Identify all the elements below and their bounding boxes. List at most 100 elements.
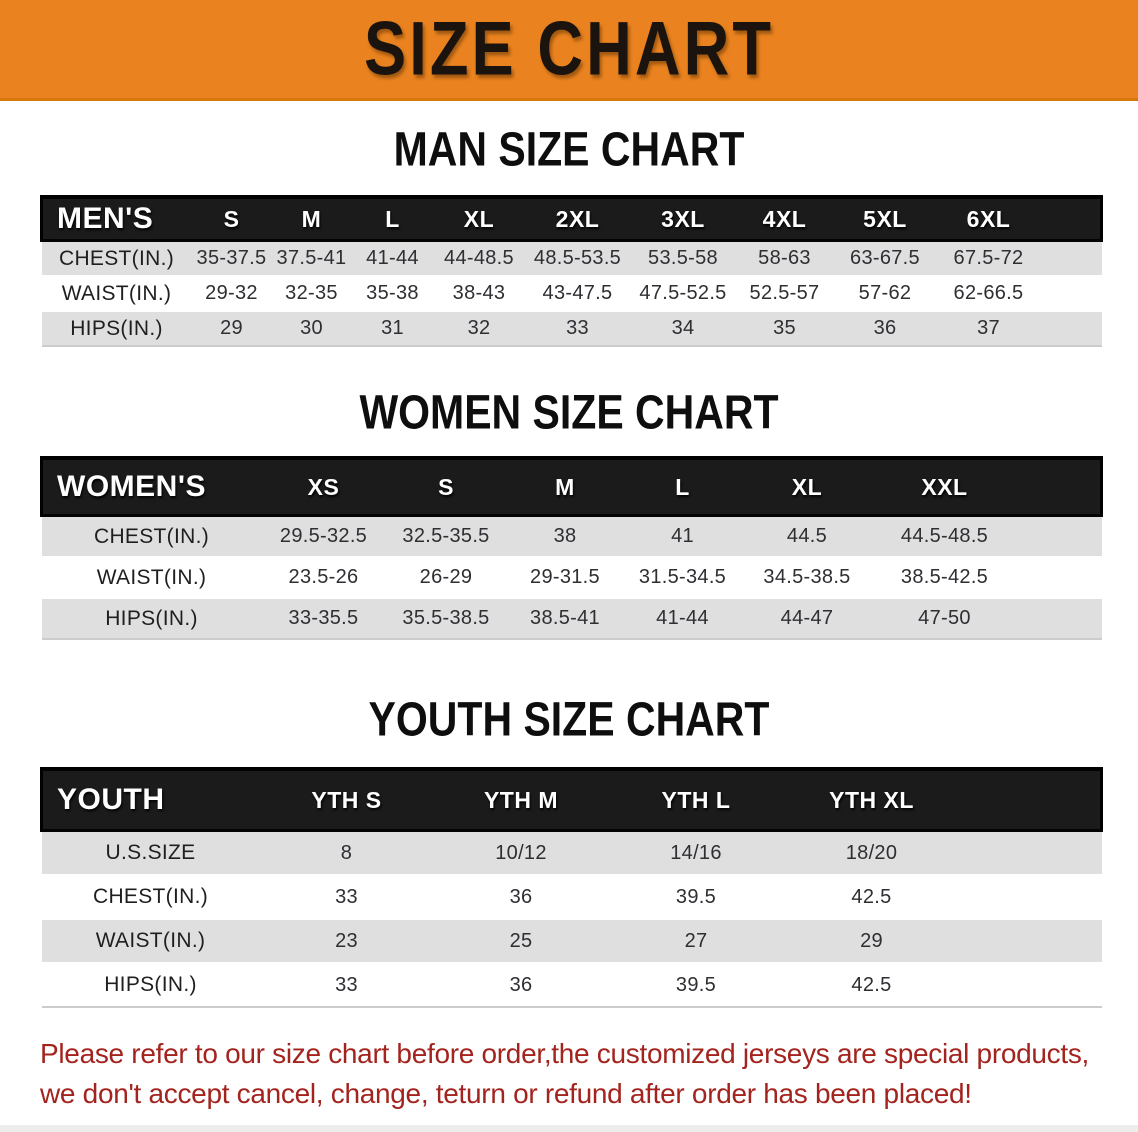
row-label-cell: CHEST(IN.)	[41, 239, 192, 277]
measurement-row: CHEST(IN.) 29.5-32.5 32.5-35.5 38 41 44.5 44.5…	[41, 514, 1102, 558]
size-value-cell: 37	[936, 310, 1041, 347]
size-value-cell: 63-67.5	[833, 239, 937, 277]
size-value-cell: 38.5-42.5	[872, 556, 1017, 599]
size-value-cell: 39.5	[608, 874, 784, 920]
size-value-cell: 38-43	[433, 275, 525, 312]
size-value-cell: 62-66.5	[936, 275, 1041, 312]
size-value-cell: 29-31.5	[506, 556, 624, 599]
size-column-header: L	[351, 195, 434, 242]
size-header-row: MEN'S S M L XL 2XL 3XL 4XL 5XL 6XL	[40, 195, 1103, 242]
row-label-cell: WAIST(IN.)	[41, 556, 262, 599]
size-value-cell: 41	[623, 514, 742, 558]
row-label-cell: CHEST(IN.)	[41, 514, 262, 558]
measurement-row: WAIST(IN.) 29-32 32-35 35-38 38-43 43-47.5 47.…	[41, 275, 1102, 312]
measurement-row: HIPS(IN.) 33 36 39.5 42.5	[41, 962, 1102, 1008]
measurement-row: U.S.SIZE 8 10/12 14/16 18/20	[41, 829, 1102, 876]
size-value-cell: 47-50	[872, 597, 1017, 640]
row-spacer-cell	[959, 829, 1102, 876]
youth-size-table: YOUTH YTH S YTH M YTH L YTH XL U.S.SIZE 8 10/1…	[40, 767, 1103, 1008]
size-value-cell: 47.5-52.5	[630, 275, 736, 312]
youth-table-body: U.S.SIZE 8 10/12 14/16 18/20 CHEST(IN.) 33 36 39…	[41, 829, 1102, 1008]
size-value-cell: 38	[506, 514, 624, 558]
row-spacer-cell	[959, 918, 1102, 964]
row-spacer-cell	[1016, 556, 1102, 599]
measurement-row: CHEST(IN.) 35-37.5 37.5-41 41-44 44-48.5 48.5…	[41, 239, 1102, 277]
size-column-header: 6XL	[936, 195, 1041, 242]
size-value-cell: 14/16	[608, 829, 784, 876]
row-spacer-cell	[1040, 275, 1102, 312]
size-value-cell: 35.5-38.5	[385, 597, 507, 640]
size-column-header: XXL	[872, 456, 1017, 517]
row-label-cell: WAIST(IN.)	[41, 918, 260, 964]
row-spacer-cell	[959, 874, 1102, 920]
size-value-cell: 27	[608, 918, 784, 964]
size-value-cell: 32.5-35.5	[385, 514, 507, 558]
measurement-row: HIPS(IN.) 29 30 31 32 33 34 35 36 37	[41, 310, 1102, 347]
header-spacer-cell	[959, 767, 1103, 832]
section-men: MAN SIZE CHART MEN'S S M L XL 2XL 3XL 4XL 5XL 6XL…	[0, 122, 1138, 347]
size-value-cell: 26-29	[385, 556, 507, 599]
row-label-cell: HIPS(IN.)	[41, 962, 260, 1008]
disclaimer-line-2: we don't accept cancel, change, teturn o…	[40, 1078, 972, 1109]
women-table-body: CHEST(IN.) 29.5-32.5 32.5-35.5 38 41 44.5 44.5…	[41, 514, 1102, 640]
table-header-label: YOUTH	[40, 767, 260, 832]
section-women: WOMEN SIZE CHART WOMEN'S XS S M L XL XXL CHEST…	[0, 385, 1138, 640]
size-header-row: YOUTH YTH S YTH M YTH L YTH XL	[40, 767, 1103, 832]
size-value-cell: 48.5-53.5	[524, 239, 631, 277]
size-column-header: XL	[433, 195, 525, 242]
size-column-header: S	[191, 195, 272, 242]
size-value-cell: 41-44	[351, 239, 434, 277]
size-value-cell: 18/20	[783, 829, 960, 876]
banner-title: SIZE CHART	[363, 6, 775, 92]
size-column-header: M	[506, 456, 624, 517]
size-header-row: WOMEN'S XS S M L XL XXL	[40, 456, 1103, 517]
size-value-cell: 44-48.5	[433, 239, 525, 277]
size-value-cell: 43-47.5	[524, 275, 631, 312]
size-column-header: L	[623, 456, 742, 517]
size-value-cell: 44.5	[741, 514, 873, 558]
men-section-heading: MAN SIZE CHART	[393, 121, 745, 177]
size-value-cell: 37.5-41	[271, 239, 352, 277]
men-size-table: MEN'S S M L XL 2XL 3XL 4XL 5XL 6XL CHEST(IN.) 35-3…	[40, 195, 1103, 347]
size-value-cell: 34	[630, 310, 736, 347]
header-spacer-cell	[1016, 456, 1103, 517]
size-value-cell: 32	[433, 310, 525, 347]
women-section-heading: WOMEN SIZE CHART	[359, 384, 779, 440]
size-value-cell: 57-62	[833, 275, 937, 312]
measurement-row: WAIST(IN.) 23.5-26 26-29 29-31.5 31.5-34.5 34…	[41, 556, 1102, 599]
size-value-cell: 41-44	[623, 597, 742, 640]
size-value-cell: 39.5	[608, 962, 784, 1008]
size-value-cell: 8	[259, 829, 434, 876]
measurement-row: CHEST(IN.) 33 36 39.5 42.5	[41, 874, 1102, 920]
size-column-header: 3XL	[630, 195, 736, 242]
row-spacer-cell	[1040, 239, 1102, 277]
measurement-row: HIPS(IN.) 33-35.5 35.5-38.5 38.5-41 41-44 44-…	[41, 597, 1102, 640]
size-value-cell: 42.5	[783, 962, 960, 1008]
size-value-cell: 58-63	[735, 239, 834, 277]
size-value-cell: 35-38	[351, 275, 434, 312]
size-value-cell: 29-32	[191, 275, 272, 312]
size-value-cell: 38.5-41	[506, 597, 624, 640]
size-value-cell: 33	[524, 310, 631, 347]
row-label-cell: U.S.SIZE	[41, 829, 260, 876]
women-table-header: WOMEN'S XS S M L XL XXL	[40, 456, 1103, 517]
size-column-header: XL	[741, 456, 873, 517]
size-value-cell: 52.5-57	[735, 275, 834, 312]
men-table-body: CHEST(IN.) 35-37.5 37.5-41 41-44 44-48.5 48.5…	[41, 239, 1102, 347]
size-value-cell: 31.5-34.5	[623, 556, 742, 599]
size-value-cell: 36	[433, 874, 609, 920]
youth-section-heading: YOUTH SIZE CHART	[368, 691, 770, 747]
row-label-cell: WAIST(IN.)	[41, 275, 192, 312]
size-value-cell: 36	[833, 310, 937, 347]
row-label-cell: HIPS(IN.)	[41, 310, 192, 347]
disclaimer-line-1: Please refer to our size chart before or…	[40, 1038, 1090, 1069]
size-column-header: S	[385, 456, 507, 517]
size-value-cell: 29.5-32.5	[261, 514, 386, 558]
size-value-cell: 35-37.5	[191, 239, 272, 277]
row-label-cell: CHEST(IN.)	[41, 874, 260, 920]
size-value-cell: 34.5-38.5	[741, 556, 873, 599]
size-value-cell: 33	[259, 962, 434, 1008]
size-value-cell: 33-35.5	[261, 597, 386, 640]
size-column-header: YTH S	[259, 767, 434, 832]
